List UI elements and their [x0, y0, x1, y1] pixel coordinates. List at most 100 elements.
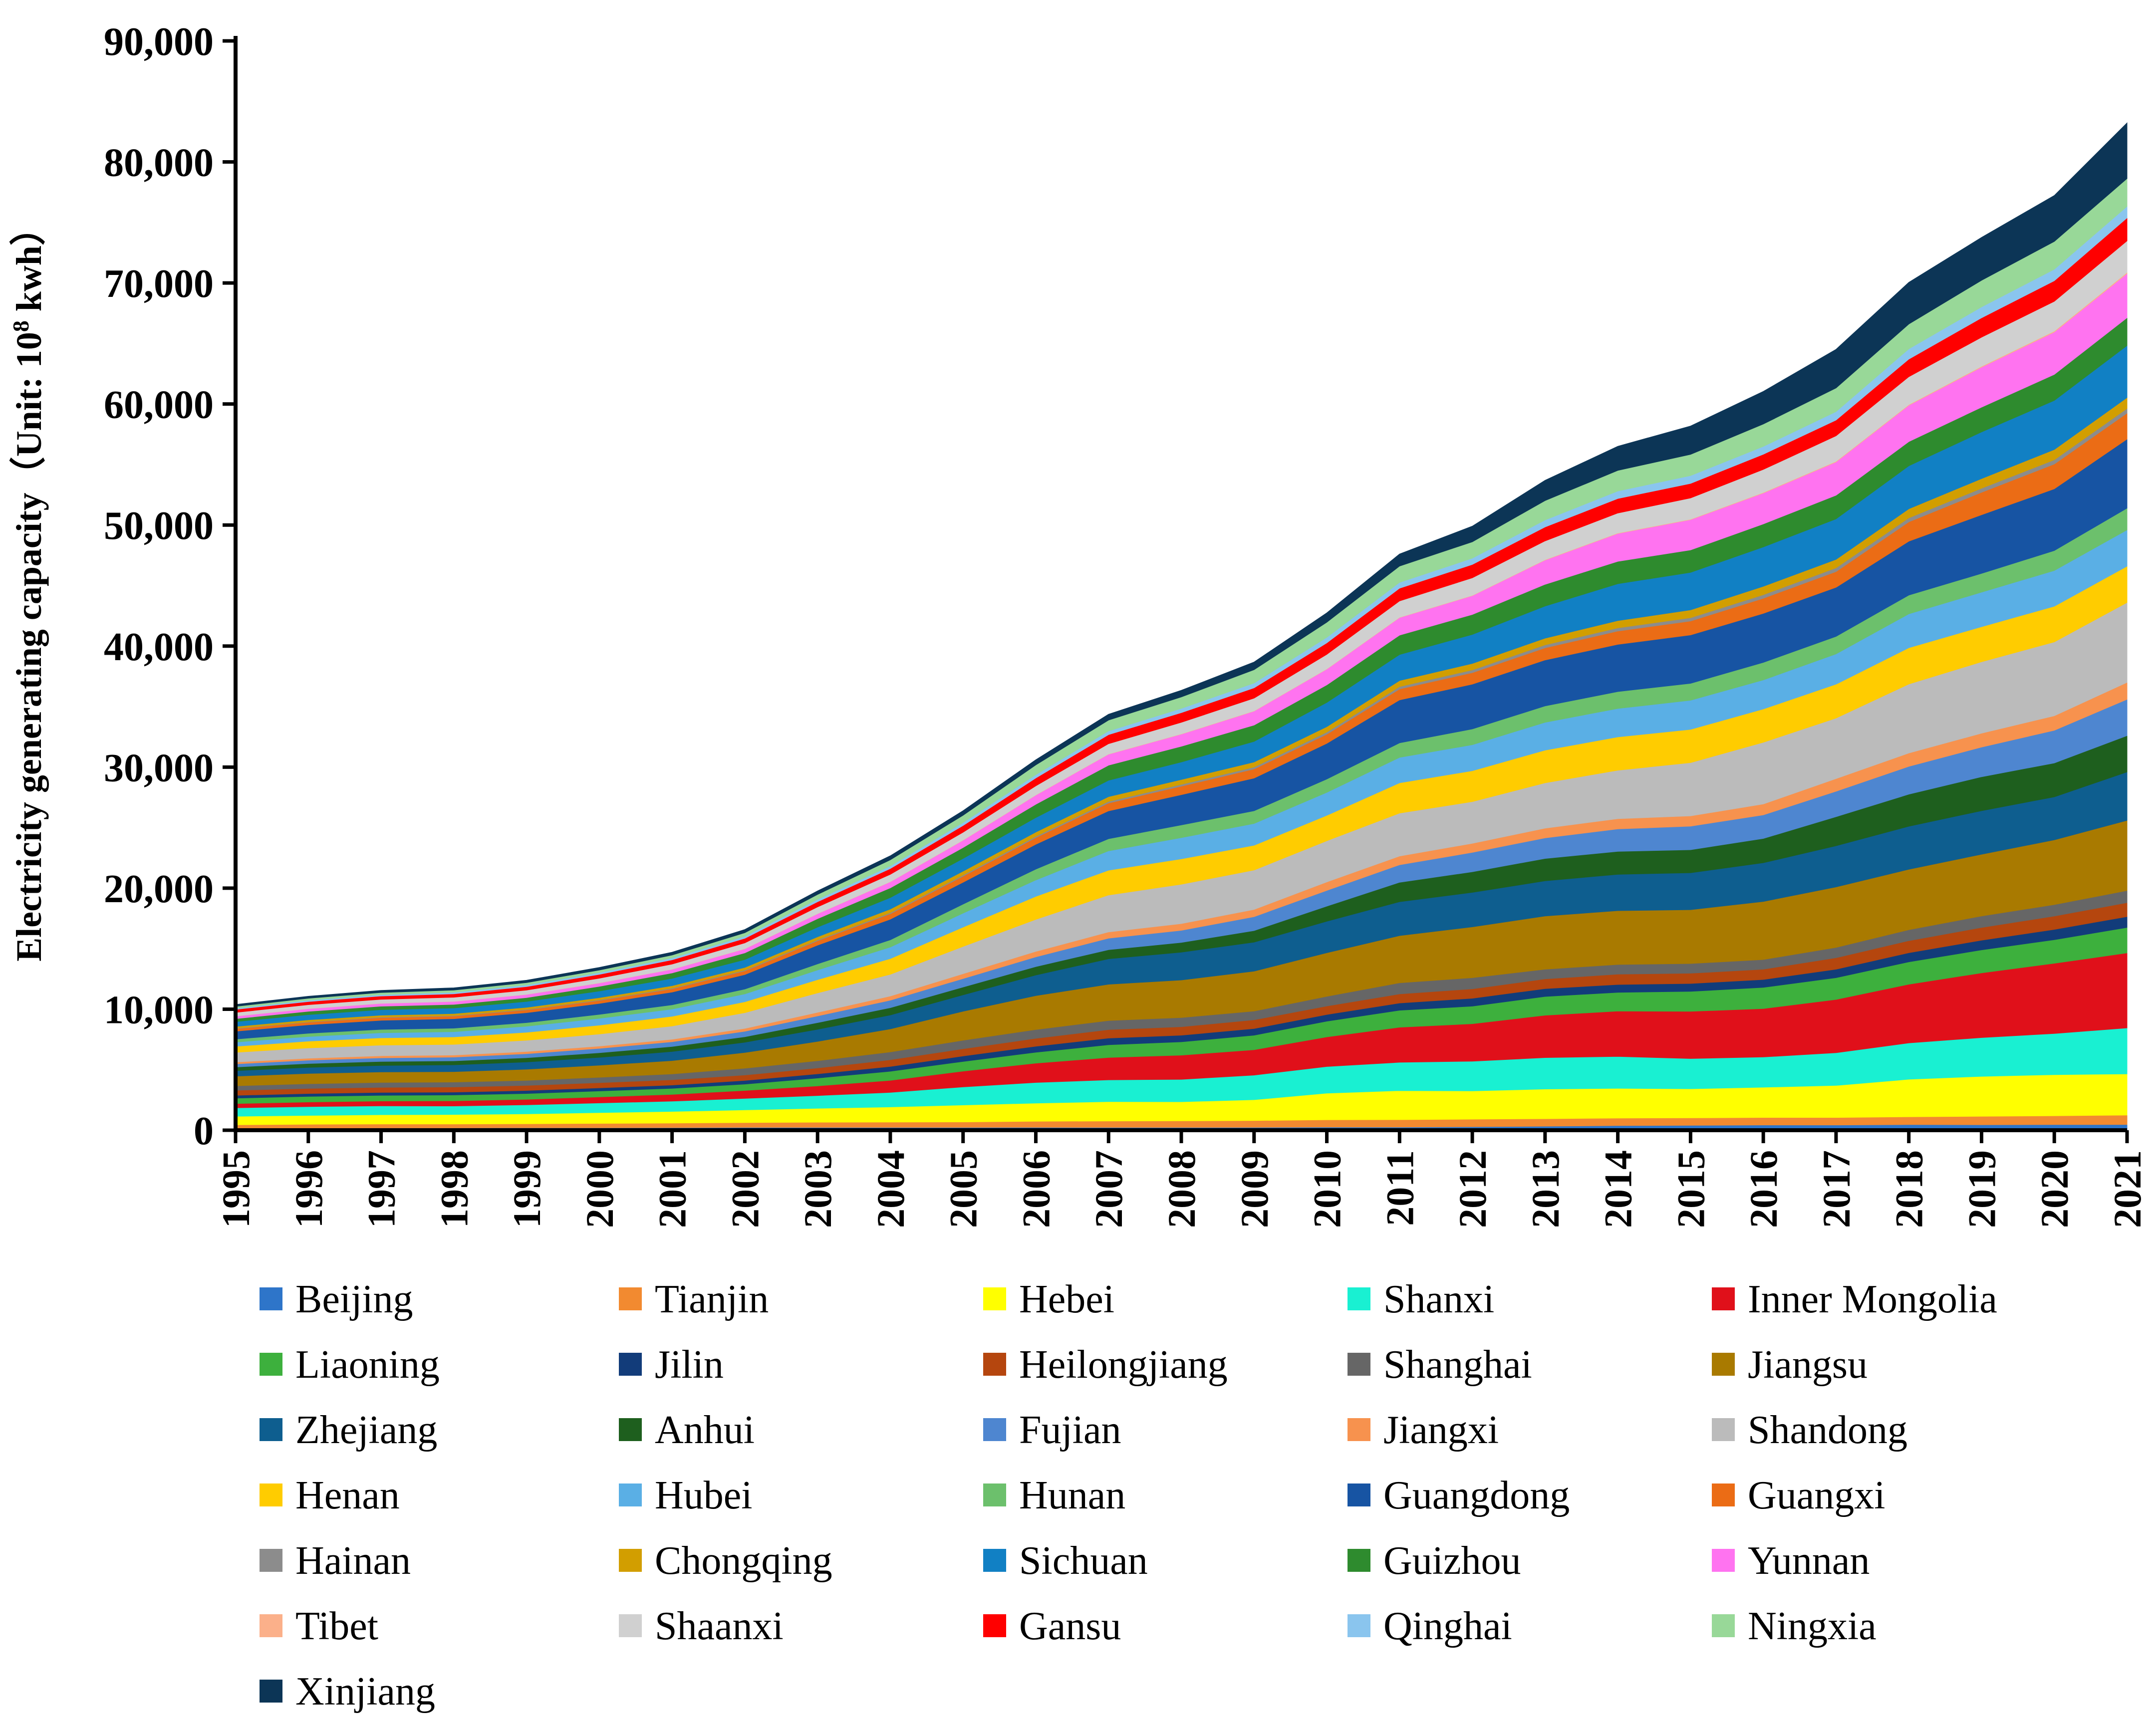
legend-swatch-henan — [260, 1483, 282, 1506]
legend-swatch-xinjiang — [260, 1680, 282, 1703]
legend-label-guangdong: Guangdong — [1383, 1474, 1570, 1517]
legend-swatch-shanxi — [1348, 1287, 1370, 1310]
y-tick-label: 50,000 — [104, 504, 214, 548]
legend-swatch-chongqing — [619, 1549, 642, 1572]
legend-swatch-tibet — [260, 1614, 282, 1637]
y-tick-label: 60,000 — [104, 383, 214, 427]
legend: Beijing Tianjin Hebei Shanxi Inner Mongolia L… — [260, 1277, 1997, 1714]
legend-label-ningxia: Ningxia — [1748, 1604, 1877, 1648]
x-ticks: 1995 1996 1997 1998 1999 2000 2001 2002 2003 2004… — [214, 1130, 2149, 1228]
legend-swatch-tianjin — [619, 1287, 642, 1310]
legend-label-hubei: Hubei — [655, 1474, 753, 1517]
area-xinjiang — [235, 122, 2128, 1007]
x-tick-label: 2010 — [1306, 1150, 1349, 1228]
y-tick-label: 30,000 — [104, 746, 214, 790]
legend-swatch-ningxia — [1712, 1614, 1735, 1637]
y-ticks: 0 10,000 20,000 30,000 40,000 50,000 60,000 70,… — [104, 20, 236, 1153]
x-tick-label: 1995 — [214, 1150, 258, 1228]
legend-swatch-jiangxi — [1348, 1418, 1370, 1441]
y-tick-label: 40,000 — [104, 625, 214, 669]
x-tick-label: 1999 — [505, 1150, 548, 1228]
y-tick-label: 70,000 — [104, 262, 214, 306]
legend-swatch-hebei — [983, 1287, 1006, 1310]
x-tick-label: 2019 — [1960, 1150, 2003, 1228]
legend-label-gansu: Gansu — [1019, 1604, 1121, 1648]
legend-label-shanghai: Shanghai — [1383, 1343, 1532, 1387]
legend-label-inner-mongolia: Inner Mongolia — [1748, 1277, 1997, 1321]
legend-swatch-yunnan — [1712, 1549, 1735, 1572]
legend-swatch-qinghai — [1348, 1614, 1370, 1637]
legend-label-tibet: Tibet — [295, 1604, 378, 1648]
x-tick-label: 2015 — [1669, 1150, 1712, 1228]
x-tick-label: 2016 — [1742, 1150, 1785, 1228]
legend-label-guangxi: Guangxi — [1748, 1474, 1886, 1517]
legend-label-sichuan: Sichuan — [1019, 1539, 1148, 1583]
legend-swatch-heilongjiang — [983, 1353, 1006, 1376]
y-axis-title-main: Electricity generating capacity（Unit: 10 — [9, 332, 49, 962]
legend-swatch-shaanxi — [619, 1614, 642, 1637]
x-tick-label: 2021 — [2106, 1150, 2149, 1228]
legend-swatch-beijing — [260, 1287, 282, 1310]
legend-label-liaoning: Liaoning — [295, 1343, 440, 1387]
x-tick-label: 2001 — [651, 1150, 694, 1228]
legend-label-qinghai: Qinghai — [1383, 1604, 1512, 1648]
legend-label-chongqing: Chongqing — [655, 1539, 832, 1583]
legend-swatch-hunan — [983, 1483, 1006, 1506]
legend-swatch-shanghai — [1348, 1353, 1370, 1376]
x-tick-label: 2017 — [1815, 1150, 1858, 1228]
legend-label-beijing: Beijing — [295, 1277, 413, 1321]
legend-swatch-hubei — [619, 1483, 642, 1506]
x-tick-label: 2020 — [2033, 1150, 2076, 1228]
y-tick-label: 90,000 — [104, 20, 214, 64]
legend-swatch-anhui — [619, 1418, 642, 1441]
legend-label-anhui: Anhui — [655, 1408, 755, 1452]
x-tick-label: 2018 — [1887, 1150, 1931, 1228]
legend-swatch-jilin — [619, 1353, 642, 1376]
x-tick-label: 2002 — [723, 1150, 767, 1228]
legend-label-xinjiang: Xinjiang — [295, 1670, 435, 1714]
x-tick-label: 2012 — [1451, 1150, 1494, 1228]
x-tick-label: 2005 — [942, 1150, 985, 1228]
legend-swatch-hainan — [260, 1549, 282, 1572]
legend-label-jilin: Jilin — [655, 1343, 724, 1387]
x-tick-label: 2000 — [578, 1150, 621, 1228]
legend-label-henan: Henan — [295, 1474, 400, 1517]
x-tick-label: 2009 — [1233, 1150, 1276, 1228]
y-tick-label: 0 — [194, 1109, 214, 1153]
x-tick-label: 1997 — [360, 1150, 403, 1228]
legend-swatch-guangdong — [1348, 1483, 1370, 1506]
x-tick-label: 2008 — [1160, 1150, 1203, 1228]
legend-label-hainan: Hainan — [295, 1539, 411, 1583]
legend-label-shandong: Shandong — [1748, 1408, 1907, 1452]
legend-swatch-jiangsu — [1712, 1353, 1735, 1376]
legend-label-shanxi: Shanxi — [1383, 1277, 1494, 1321]
legend-label-shaanxi: Shaanxi — [655, 1604, 784, 1648]
y-axis-title-superscript: 8 — [8, 320, 33, 332]
x-tick-label: 2006 — [1014, 1150, 1058, 1228]
x-tick-label: 2011 — [1378, 1150, 1421, 1226]
legend-label-jiangsu: Jiangsu — [1748, 1343, 1868, 1387]
legend-label-fujian: Fujian — [1019, 1408, 1121, 1452]
y-axis-title-unit: kwh） — [9, 210, 49, 320]
legend-swatch-liaoning — [260, 1353, 282, 1376]
legend-label-tianjin: Tianjin — [655, 1277, 769, 1321]
x-tick-label: 2013 — [1524, 1150, 1567, 1228]
legend-label-zhejiang: Zhejiang — [295, 1408, 437, 1452]
x-tick-label: 2014 — [1597, 1150, 1640, 1228]
legend-label-guizhou: Guizhou — [1383, 1539, 1521, 1583]
legend-swatch-shandong — [1712, 1418, 1735, 1441]
x-tick-label: 1998 — [432, 1150, 476, 1228]
legend-swatch-fujian — [983, 1418, 1006, 1441]
legend-label-hunan: Hunan — [1019, 1474, 1125, 1517]
legend-label-hebei: Hebei — [1019, 1277, 1114, 1321]
y-tick-label: 10,000 — [104, 988, 214, 1032]
legend-swatch-zhejiang — [260, 1418, 282, 1441]
y-tick-label: 20,000 — [104, 867, 214, 911]
legend-swatch-gansu — [983, 1614, 1006, 1637]
x-tick-label: 2007 — [1087, 1150, 1130, 1228]
x-tick-label: 2004 — [869, 1150, 912, 1228]
legend-swatch-inner-mongolia — [1712, 1287, 1735, 1310]
legend-label-jiangxi: Jiangxi — [1383, 1408, 1499, 1452]
